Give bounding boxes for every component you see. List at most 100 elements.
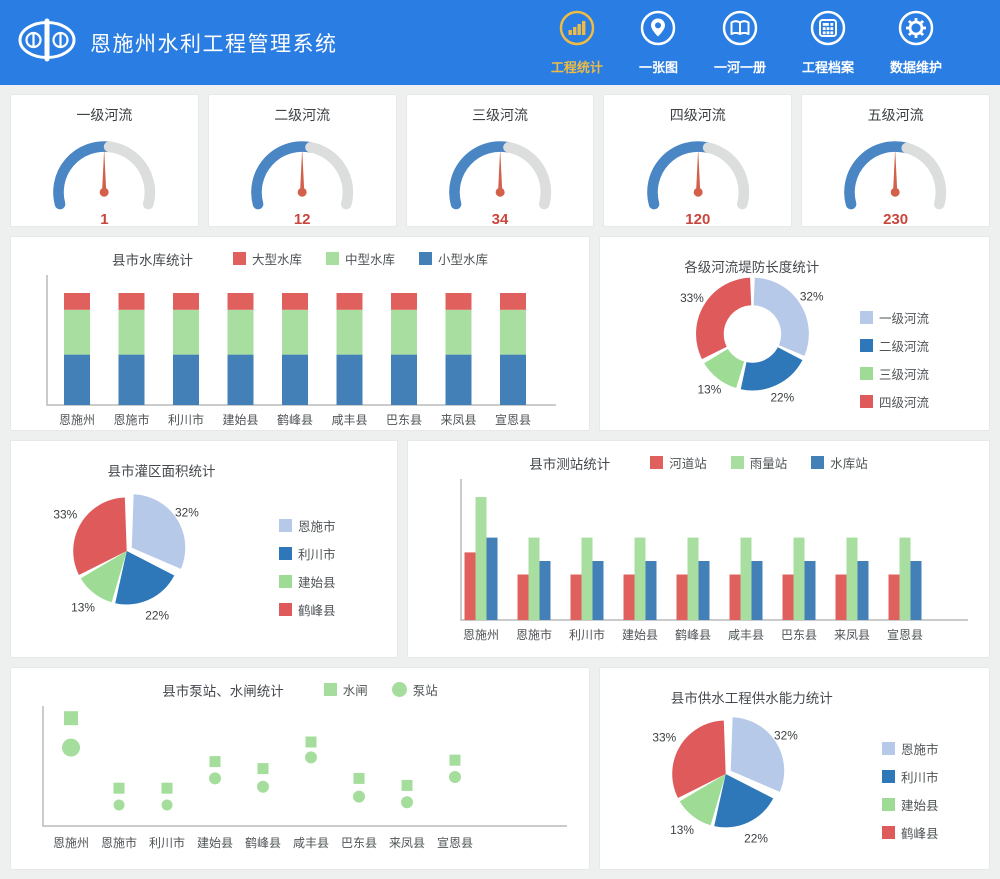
legend-swatch <box>279 547 292 560</box>
bar <box>645 561 657 620</box>
bar-segment <box>445 354 472 405</box>
bar <box>740 537 752 620</box>
legend-item[interactable]: 雨量站 <box>730 453 787 472</box>
bar <box>464 552 476 621</box>
legend-item[interactable]: 中型水库 <box>325 249 395 268</box>
gauge-arc <box>53 141 115 210</box>
legend-label: 建始县 <box>298 576 336 590</box>
pie-slice <box>115 550 175 605</box>
legend-item[interactable]: 河道站 <box>650 453 707 472</box>
pct-label: 33% <box>53 508 77 522</box>
chart-title: 县市水库统计 <box>111 252 193 268</box>
gauge-chart <box>604 125 791 216</box>
scatter-point-circle <box>449 771 461 783</box>
legend-item[interactable]: 恩施市 <box>882 739 939 758</box>
legend-label: 利川市 <box>901 771 939 785</box>
bar-segment <box>391 354 417 405</box>
bar-segment <box>500 354 526 405</box>
scatter-point-square <box>257 763 269 775</box>
gauge-chart <box>407 125 594 216</box>
station-stats-card: 县市测站统计 河道站 雨量站 水库站 恩施州 恩施市 利川市 建始县 鹤峰县 咸丰县 巴东县 来凤… <box>407 440 990 658</box>
nav-item-data-maintenance[interactable]: 数据维护 <box>890 9 942 76</box>
bar <box>729 574 741 620</box>
bar <box>592 561 604 620</box>
gauge-title: 三级河流 <box>471 107 528 123</box>
legend-label: 河道站 <box>669 457 707 471</box>
legend-item[interactable]: 三级河流 <box>860 364 929 383</box>
axis-label: 建始县 <box>222 413 258 427</box>
nav-item-project-stats[interactable]: 工程统计 <box>551 9 603 76</box>
gauge-arc <box>646 141 714 210</box>
open-book-icon <box>721 9 759 52</box>
legend-item[interactable]: 四级河流 <box>860 392 929 411</box>
axis-label: 来凤县 <box>389 836 425 850</box>
bar-segment <box>445 309 472 355</box>
bar-segment <box>391 293 417 310</box>
pct-label: 22% <box>744 831 768 845</box>
axis-label: 宣恩县 <box>437 835 473 850</box>
bar <box>570 574 582 620</box>
stacked-bar-chart: 恩施州 恩施市 利川市 建始县 鹤峰县 咸丰县 巴东县 来凤县 宣恩县 <box>11 267 589 432</box>
bar-segment <box>64 354 90 405</box>
axis-label: 鹤峰县 <box>245 835 281 850</box>
dike-length-card: 各级河流堤防长度统计 32% 22% 13% 33% 一级河流 二级河流 三级河流 四级河流 <box>599 236 990 431</box>
nav-item-river-book[interactable]: 一河一册 <box>714 9 766 76</box>
axis-label: 巴东县 <box>386 413 422 427</box>
gauge-track <box>503 142 551 210</box>
axis-label: 恩施州 <box>463 628 499 642</box>
chart-head: 县市测站统计 河道站 雨量站 水库站 <box>408 441 989 472</box>
bar-segment <box>227 354 254 405</box>
legend-item[interactable]: 水闸 <box>323 680 368 699</box>
nav-label: 工程档案 <box>801 60 854 75</box>
gauge-arc <box>251 141 316 210</box>
legend-item[interactable]: 恩施市 <box>279 516 336 535</box>
pump-gate-stats-svg: 恩施州 恩施市 利川市 建始县 鹤峰县 咸丰县 巴东县 来凤县 宣恩县 <box>42 706 567 850</box>
legend-item[interactable]: 一级河流 <box>860 308 929 327</box>
legend-item[interactable]: 鹤峰县 <box>279 600 336 619</box>
bar <box>910 561 922 620</box>
gauge-svg <box>53 141 156 210</box>
bar <box>486 537 498 620</box>
bar-segment <box>282 309 308 355</box>
dashboard: 一级河流 1 二级河流 12 三级河流 34 四级河流 120 五级河流 230 <box>0 85 1000 879</box>
axis-label: 利川市 <box>569 627 605 642</box>
donut-slice <box>752 277 809 356</box>
legend-item[interactable]: 水库站 <box>811 453 868 472</box>
nav-item-project-archive[interactable]: 工程档案 <box>802 9 854 76</box>
scatter-point-circle <box>62 738 80 757</box>
bar-segment <box>118 354 145 405</box>
legend-item[interactable]: 建始县 <box>279 572 336 591</box>
legend-item[interactable]: 大型水库 <box>232 249 302 268</box>
gauge-chart <box>802 125 989 216</box>
gauge-card-river-level-3: 三级河流 34 <box>405 94 595 228</box>
legend-item[interactable]: 利川市 <box>882 767 939 786</box>
nav-item-one-map[interactable]: 一张图 <box>639 9 678 76</box>
axis-label: 恩施市 <box>113 412 149 427</box>
bar-segment <box>227 309 254 355</box>
bar-segment <box>64 309 90 355</box>
bar <box>899 537 911 620</box>
map-pin-icon <box>639 9 677 52</box>
gauge-track <box>104 141 156 210</box>
row-3: 县市灌区面积统计 32% 22% 13% 33% 恩施市 利川市 建始县 鹤峰县 县市测站统… <box>10 440 990 658</box>
app-header: 恩施州水利工程管理系统 工程统计 一张图 <box>0 0 1000 85</box>
bar <box>751 561 763 620</box>
legend-item[interactable]: 泵站 <box>391 680 438 699</box>
chart-title: 县市泵站、水闸统计 <box>162 683 284 699</box>
legend-item[interactable]: 鹤峰县 <box>882 823 939 842</box>
nav-label: 一河一册 <box>713 60 766 75</box>
legend-item[interactable]: 二级河流 <box>860 336 929 355</box>
axis-line <box>42 706 567 827</box>
gauge-card-river-level-1: 一级河流 1 <box>10 94 199 228</box>
brand: 恩施州水利工程管理系统 <box>16 17 338 68</box>
legend-item[interactable]: 利川市 <box>279 544 336 563</box>
gauge-value: 34 <box>491 211 509 228</box>
app-title: 恩施州水利工程管理系统 <box>90 32 338 56</box>
gauge-svg <box>251 141 354 210</box>
bar-segment <box>64 293 90 310</box>
bar-segment <box>173 293 199 310</box>
axis-label: 鹤峰县 <box>277 412 313 427</box>
legend-item[interactable]: 建始县 <box>882 795 939 814</box>
chart-title: 县市供水工程供水能力统计 <box>670 691 833 706</box>
legend-item[interactable]: 小型水库 <box>419 249 488 268</box>
